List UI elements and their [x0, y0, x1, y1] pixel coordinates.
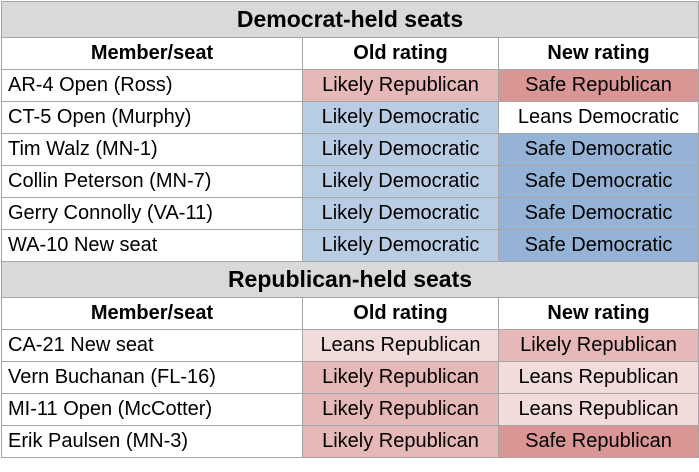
column-header-new-rating: New rating: [498, 297, 699, 330]
member-cell: Collin Peterson (MN-7): [1, 165, 303, 198]
old-rating-cell: Likely Democratic: [302, 165, 499, 198]
old-rating-cell: Likely Republican: [302, 425, 499, 458]
old-rating-cell: Likely Republican: [302, 69, 499, 102]
new-rating-cell: Leans Republican: [498, 393, 699, 426]
member-cell: CA-21 New seat: [1, 329, 303, 362]
column-header-new-rating: New rating: [498, 37, 699, 70]
section-title-row: Democrat-held seats: [1, 1, 699, 38]
column-header-row: Member/seat Old rating New rating: [1, 37, 699, 70]
old-rating-cell: Leans Republican: [302, 329, 499, 362]
new-rating-cell: Safe Democratic: [498, 165, 699, 198]
new-rating-cell: Safe Republican: [498, 425, 699, 458]
old-rating-cell: Likely Democratic: [302, 133, 499, 166]
member-cell: Tim Walz (MN-1): [1, 133, 303, 166]
table-row: AR-4 Open (Ross) Likely Republican Safe …: [1, 69, 699, 102]
member-cell: Gerry Connolly (VA-11): [1, 197, 303, 230]
ratings-table: Democrat-held seats Member/seat Old rati…: [1, 1, 699, 458]
table-row: Gerry Connolly (VA-11) Likely Democratic…: [1, 197, 699, 230]
new-rating-cell: Safe Democratic: [498, 197, 699, 230]
democrat-section: Democrat-held seats Member/seat Old rati…: [1, 1, 699, 262]
column-header-old-rating: Old rating: [302, 37, 499, 70]
republican-section-title: Republican-held seats: [1, 261, 699, 298]
member-cell: CT-5 Open (Murphy): [1, 101, 303, 134]
old-rating-cell: Likely Republican: [302, 393, 499, 426]
republican-section: Republican-held seats Member/seat Old ra…: [1, 261, 699, 458]
member-cell: Erik Paulsen (MN-3): [1, 425, 303, 458]
new-rating-cell: Safe Republican: [498, 69, 699, 102]
member-cell: MI-11 Open (McCotter): [1, 393, 303, 426]
new-rating-cell: Safe Democratic: [498, 229, 699, 262]
old-rating-cell: Likely Republican: [302, 361, 499, 394]
new-rating-cell: Likely Republican: [498, 329, 699, 362]
old-rating-cell: Likely Democratic: [302, 101, 499, 134]
table-row: Erik Paulsen (MN-3) Likely Republican Sa…: [1, 425, 699, 458]
new-rating-cell: Leans Democratic: [498, 101, 699, 134]
column-header-member: Member/seat: [1, 37, 303, 70]
table-row: Vern Buchanan (FL-16) Likely Republican …: [1, 361, 699, 394]
column-header-member: Member/seat: [1, 297, 303, 330]
member-cell: Vern Buchanan (FL-16): [1, 361, 303, 394]
table-row: Tim Walz (MN-1) Likely Democratic Safe D…: [1, 133, 699, 166]
democrat-section-title: Democrat-held seats: [1, 1, 699, 38]
table-row: Collin Peterson (MN-7) Likely Democratic…: [1, 165, 699, 198]
column-header-row: Member/seat Old rating New rating: [1, 297, 699, 330]
table-row: CT-5 Open (Murphy) Likely Democratic Lea…: [1, 101, 699, 134]
old-rating-cell: Likely Democratic: [302, 197, 499, 230]
new-rating-cell: Leans Republican: [498, 361, 699, 394]
column-header-old-rating: Old rating: [302, 297, 499, 330]
section-title-row: Republican-held seats: [1, 261, 699, 298]
old-rating-cell: Likely Democratic: [302, 229, 499, 262]
member-cell: WA-10 New seat: [1, 229, 303, 262]
table-row: CA-21 New seat Leans Republican Likely R…: [1, 329, 699, 362]
table-row: MI-11 Open (McCotter) Likely Republican …: [1, 393, 699, 426]
table-row: WA-10 New seat Likely Democratic Safe De…: [1, 229, 699, 262]
new-rating-cell: Safe Democratic: [498, 133, 699, 166]
member-cell: AR-4 Open (Ross): [1, 69, 303, 102]
